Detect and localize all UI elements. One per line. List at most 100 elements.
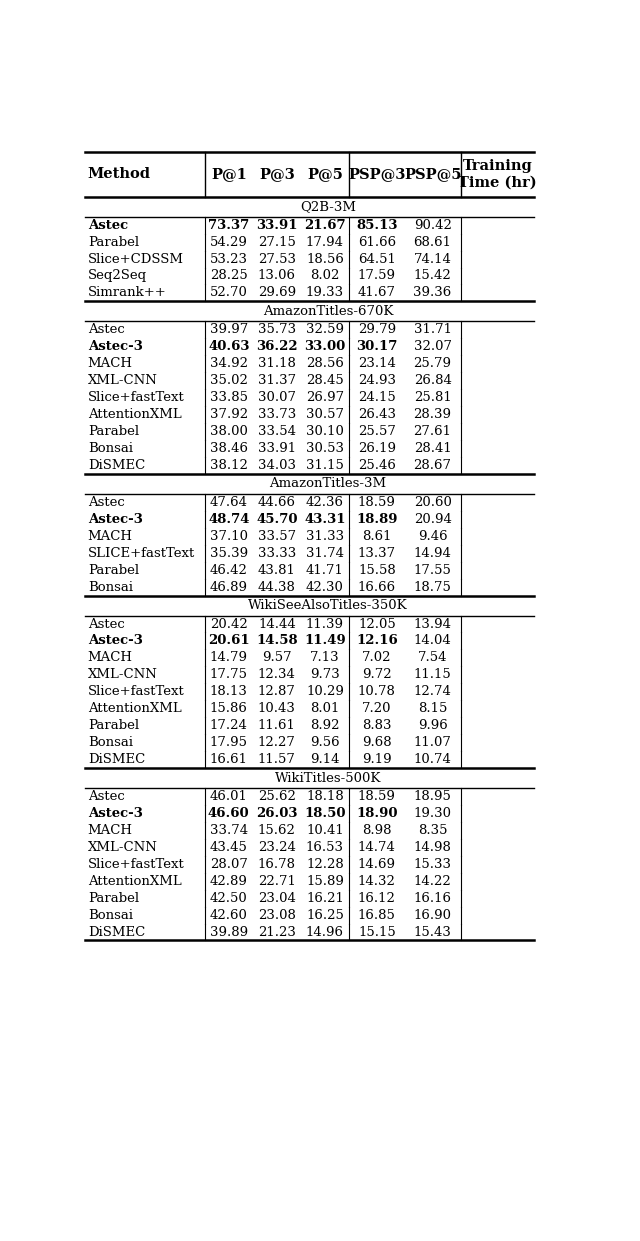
Text: AttentionXML: AttentionXML: [88, 702, 182, 715]
Text: 25.81: 25.81: [413, 391, 451, 405]
Text: 17.94: 17.94: [306, 236, 344, 248]
Text: 10.41: 10.41: [306, 824, 344, 836]
Text: 52.70: 52.70: [210, 287, 248, 299]
Text: DiSMEC: DiSMEC: [88, 459, 145, 472]
Text: 39.36: 39.36: [413, 287, 452, 299]
Text: 7.20: 7.20: [362, 702, 392, 715]
Text: 10.43: 10.43: [258, 702, 296, 715]
Text: 9.19: 9.19: [362, 753, 392, 766]
Text: 9.96: 9.96: [418, 719, 447, 732]
Text: 8.02: 8.02: [310, 269, 340, 283]
Text: 32.07: 32.07: [413, 340, 452, 354]
Text: 31.15: 31.15: [306, 459, 344, 472]
Text: 10.78: 10.78: [358, 685, 396, 699]
Text: 9.73: 9.73: [310, 669, 340, 681]
Text: Astec-3: Astec-3: [88, 634, 143, 648]
Text: 9.14: 9.14: [310, 753, 340, 766]
Text: 19.30: 19.30: [413, 807, 452, 820]
Text: 13.37: 13.37: [358, 547, 396, 560]
Text: 31.37: 31.37: [258, 375, 296, 387]
Text: 16.78: 16.78: [258, 858, 296, 871]
Text: 30.10: 30.10: [306, 424, 344, 438]
Text: 15.42: 15.42: [413, 269, 451, 283]
Text: 37.10: 37.10: [210, 530, 248, 542]
Text: 8.01: 8.01: [310, 702, 340, 715]
Text: 11.57: 11.57: [258, 753, 296, 766]
Text: 26.19: 26.19: [358, 442, 396, 455]
Text: 8.83: 8.83: [362, 719, 392, 732]
Text: WikiTitles-500K: WikiTitles-500K: [275, 772, 381, 784]
Text: 14.98: 14.98: [413, 841, 452, 854]
Text: 16.85: 16.85: [358, 908, 396, 922]
Text: 46.89: 46.89: [210, 581, 248, 593]
Text: Astec: Astec: [88, 324, 125, 336]
Text: 27.53: 27.53: [258, 252, 296, 266]
Text: 42.89: 42.89: [210, 875, 248, 887]
Text: 16.66: 16.66: [358, 581, 396, 593]
Text: 42.36: 42.36: [306, 496, 344, 509]
Text: 15.86: 15.86: [210, 702, 248, 715]
Text: 14.22: 14.22: [413, 875, 451, 887]
Text: 29.69: 29.69: [258, 287, 296, 299]
Text: 44.66: 44.66: [258, 496, 296, 509]
Text: 38.46: 38.46: [210, 442, 248, 455]
Text: 15.43: 15.43: [413, 926, 452, 938]
Text: 61.66: 61.66: [358, 236, 396, 248]
Text: 46.42: 46.42: [210, 563, 248, 577]
Text: Astec: Astec: [88, 218, 128, 232]
Text: XML-CNN: XML-CNN: [88, 375, 157, 387]
Text: 28.41: 28.41: [413, 442, 451, 455]
Text: 10.74: 10.74: [413, 753, 452, 766]
Text: 41.67: 41.67: [358, 287, 396, 299]
Text: MACH: MACH: [88, 357, 132, 370]
Text: 25.46: 25.46: [358, 459, 396, 472]
Text: 45.70: 45.70: [256, 513, 298, 526]
Text: 14.94: 14.94: [413, 547, 452, 560]
Text: 9.68: 9.68: [362, 736, 392, 750]
Text: Training
Time (hr): Training Time (hr): [458, 159, 537, 190]
Text: 26.03: 26.03: [256, 807, 298, 820]
Text: P@1: P@1: [211, 168, 247, 181]
Text: 21.23: 21.23: [258, 926, 296, 938]
Text: 34.03: 34.03: [258, 459, 296, 472]
Text: 37.92: 37.92: [210, 408, 248, 421]
Text: 14.69: 14.69: [358, 858, 396, 871]
Text: 43.45: 43.45: [210, 841, 248, 854]
Text: 68.61: 68.61: [413, 236, 452, 248]
Text: 33.33: 33.33: [258, 547, 296, 560]
Text: 9.46: 9.46: [418, 530, 447, 542]
Text: 23.08: 23.08: [258, 908, 296, 922]
Text: 7.02: 7.02: [362, 652, 392, 664]
Text: 23.04: 23.04: [258, 891, 296, 905]
Text: Parabel: Parabel: [88, 719, 139, 732]
Text: 30.17: 30.17: [356, 340, 397, 354]
Text: 16.61: 16.61: [210, 753, 248, 766]
Text: SLICE+fastText: SLICE+fastText: [88, 547, 195, 560]
Text: 28.67: 28.67: [413, 459, 452, 472]
Text: 9.72: 9.72: [362, 669, 392, 681]
Text: 35.39: 35.39: [210, 547, 248, 560]
Text: Parabel: Parabel: [88, 563, 139, 577]
Text: Slice+fastText: Slice+fastText: [88, 391, 184, 405]
Text: 74.14: 74.14: [413, 252, 452, 266]
Text: 44.38: 44.38: [258, 581, 296, 593]
Text: 12.87: 12.87: [258, 685, 296, 699]
Text: PSP@5: PSP@5: [404, 168, 461, 181]
Text: 85.13: 85.13: [356, 218, 397, 232]
Text: 25.57: 25.57: [358, 424, 396, 438]
Text: 9.56: 9.56: [310, 736, 340, 750]
Text: 38.00: 38.00: [210, 424, 248, 438]
Text: AttentionXML: AttentionXML: [88, 875, 182, 887]
Text: 33.54: 33.54: [258, 424, 296, 438]
Text: 20.60: 20.60: [413, 496, 452, 509]
Text: Astec: Astec: [88, 791, 125, 803]
Text: 15.33: 15.33: [413, 858, 452, 871]
Text: 43.31: 43.31: [304, 513, 346, 526]
Text: 18.13: 18.13: [210, 685, 248, 699]
Text: Astec-3: Astec-3: [88, 340, 143, 354]
Text: PSP@3: PSP@3: [348, 168, 406, 181]
Text: 47.64: 47.64: [210, 496, 248, 509]
Text: 16.12: 16.12: [358, 891, 396, 905]
Text: AmazonTitles-3M: AmazonTitles-3M: [269, 478, 387, 490]
Text: Q2B-3M: Q2B-3M: [300, 200, 356, 213]
